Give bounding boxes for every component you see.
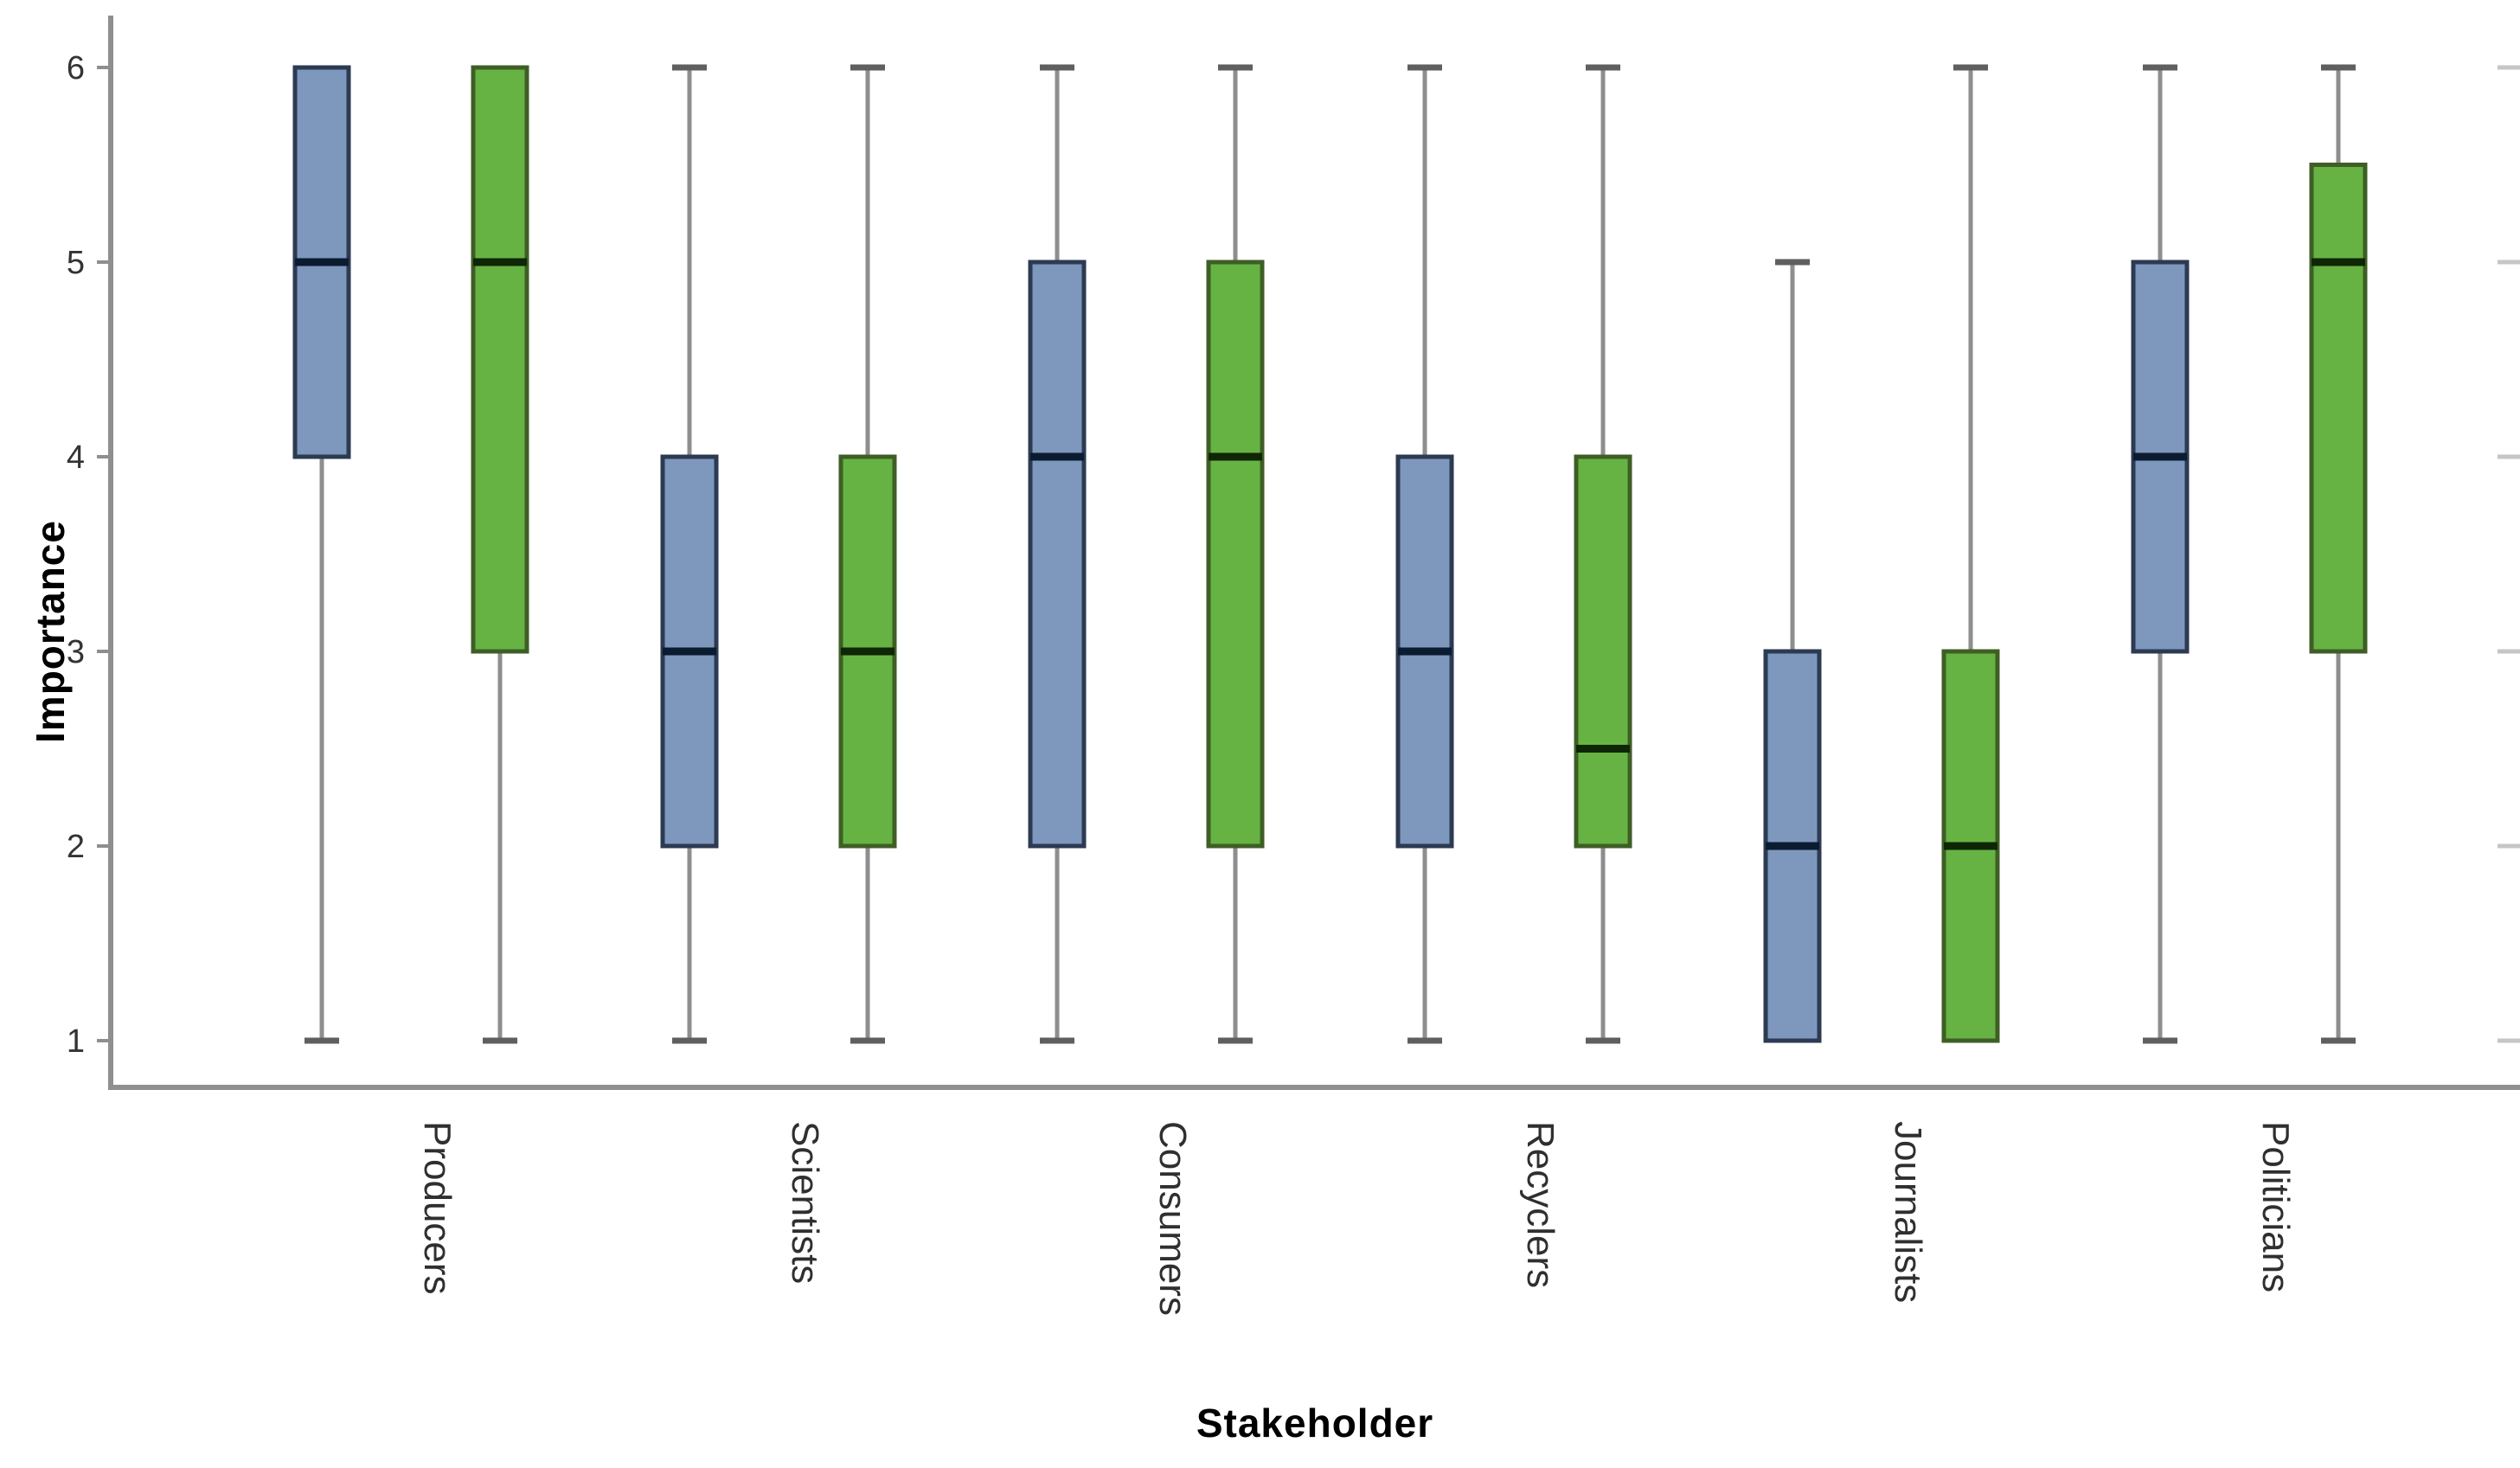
- category-label-recyclers: Recyclers: [1519, 1121, 1561, 1288]
- box-consumers-blue-group: [1028, 260, 1087, 849]
- category-label-scientists: Scientists: [784, 1121, 826, 1284]
- box-consumers-green-group: [1206, 260, 1265, 849]
- y-tick-label-6: 6: [67, 50, 85, 87]
- category-label-journalists: Journalists: [1887, 1121, 1929, 1303]
- x-axis-title: Stakeholder: [1196, 1401, 1434, 1446]
- y-tick-label-5: 5: [67, 245, 85, 281]
- category-label-consumers: Consumers: [1151, 1121, 1194, 1316]
- y-tick-label-2: 2: [67, 829, 85, 865]
- y-tick-label-4: 4: [67, 439, 85, 476]
- y-tick-label-1: 1: [67, 1023, 85, 1060]
- box-recyclers-green-group: [1574, 454, 1632, 849]
- box-producers-green-group: [471, 65, 529, 654]
- y-tick-label-3: 3: [67, 634, 85, 670]
- y-axis-title: Importance: [28, 520, 73, 743]
- box-politicians-green-group: [2309, 163, 2368, 654]
- category-label-politicians: Politicians: [2254, 1121, 2297, 1292]
- category-label-producers: Producers: [416, 1121, 458, 1295]
